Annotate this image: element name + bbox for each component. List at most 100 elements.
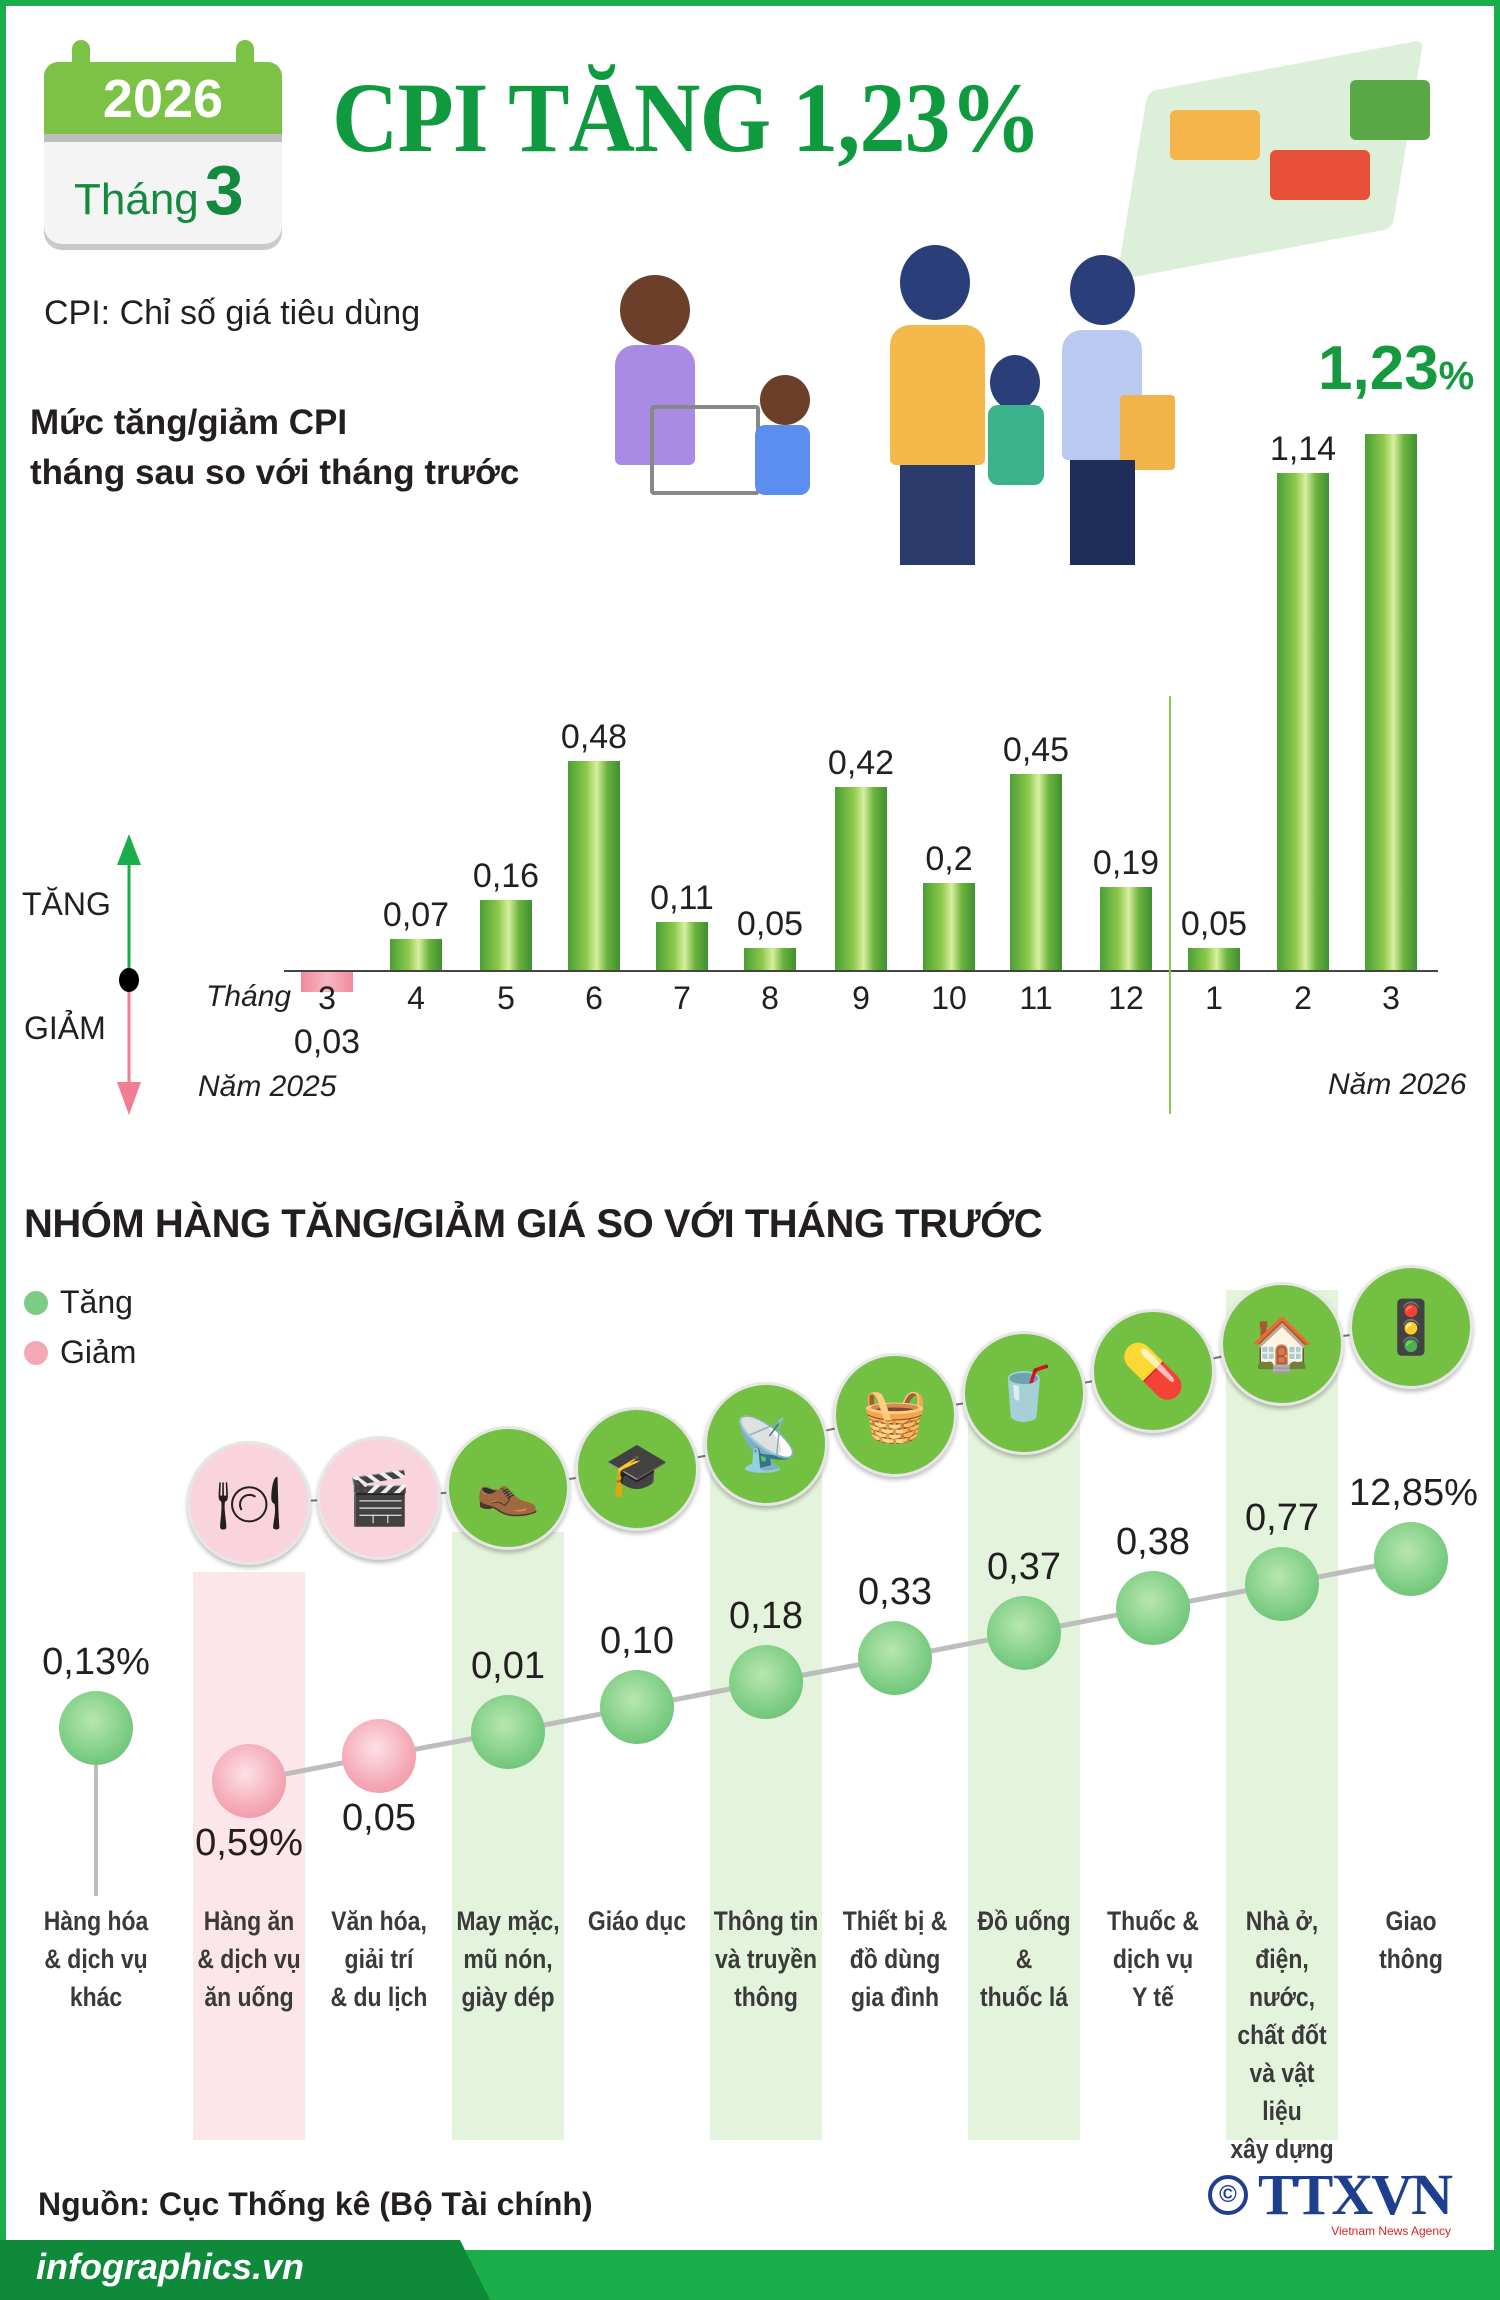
calendar-ring-icon — [236, 40, 254, 84]
footer-band-dark — [0, 2240, 490, 2300]
bar — [1277, 472, 1329, 970]
clothes-shoes-icon: 👞 — [446, 1426, 570, 1550]
data-point-label: 0,10 — [600, 1620, 674, 1662]
category-label: Hàng ăn & dịch vụ ăn uống — [197, 1906, 301, 2012]
data-point — [1116, 1571, 1190, 1645]
shoppers-illustration — [600, 245, 1200, 575]
up-arrowhead-icon — [117, 834, 141, 865]
copyright-icon: © — [1208, 2175, 1248, 2215]
icon-line — [248, 1326, 1412, 1504]
bar — [1010, 773, 1062, 970]
month-tick-label: 12 — [1108, 980, 1144, 1016]
radio-tower-icon: 📡 — [704, 1382, 828, 1506]
cinema-clapper-icon: 🎬 — [317, 1436, 441, 1560]
calendar-ring-icon — [72, 40, 90, 84]
highlight-unit: % — [1438, 354, 1475, 398]
data-point-label: 0,59% — [195, 1822, 303, 1864]
direction-arrows — [117, 834, 141, 1115]
bar-value-label: 0,16 — [472, 857, 540, 896]
bar-value-label: 0,05 — [1180, 905, 1248, 944]
data-point — [1374, 1522, 1448, 1596]
legend-dot-icon — [24, 1290, 48, 1315]
bar-chart-title-line: Mức tăng/giảm CPI — [30, 403, 348, 442]
site-link[interactable]: infographics.vn — [36, 2246, 305, 2287]
data-point-label: 0,38 — [1116, 1521, 1190, 1563]
month-tick-label: 2 — [1294, 980, 1312, 1016]
data-point-label: 0,77 — [1245, 1497, 1319, 1539]
highlight-column — [710, 1437, 822, 2140]
data-point-label: 0,33 — [858, 1571, 932, 1613]
bar-value-label: 0,19 — [1092, 844, 1160, 883]
data-point — [1245, 1547, 1319, 1621]
supermarket-illustration — [1090, 39, 1460, 281]
category-label: Đồ uống & thuốc lá — [977, 1906, 1071, 2012]
traffic-light-icon: 🚦 — [1349, 1265, 1473, 1389]
data-point — [729, 1645, 803, 1719]
legend-decrease: Giảm — [24, 1334, 136, 1371]
category-label: Văn hóa, giải trí & du lịch — [330, 1906, 428, 2012]
data-point — [471, 1695, 545, 1769]
trend-line — [248, 1556, 1412, 1784]
highlight-number: 1,23 — [1318, 334, 1439, 403]
category-label: May mặc, mũ nón, giày dép — [456, 1906, 560, 2012]
data-point — [987, 1596, 1061, 1670]
month-tick-label: 1 — [1205, 980, 1223, 1016]
year-label-2026: Năm 2026 — [1328, 1068, 1467, 1101]
bar-value-label: 0,45 — [1002, 730, 1070, 769]
data-point-label: 12,85% — [1349, 1472, 1478, 1514]
bar-value-label: 1,14 — [1269, 429, 1337, 468]
house-water-electric-icon: 🏠 — [1220, 1282, 1344, 1406]
down-arrowhead-icon — [117, 1082, 141, 1115]
origin-dot-icon — [119, 968, 139, 992]
calendar-year: 2026 — [102, 69, 224, 129]
month-tick-label: 3 — [318, 980, 336, 1016]
bar-chart-title: Mức tăng/giảm CPI tháng sau so với tháng… — [30, 398, 519, 498]
data-point-label: 0,13% — [42, 1641, 150, 1683]
legend-dot-icon — [24, 1340, 48, 1365]
category-label: Giao thông — [1379, 1906, 1443, 1974]
highlight-column — [1226, 1290, 1338, 2140]
decrease-label: GIẢM — [24, 1010, 106, 1046]
bar-chart-title-line: tháng sau so với tháng trước — [30, 453, 520, 492]
bar — [480, 900, 532, 970]
month-number: 3 — [204, 151, 244, 229]
agency-tagline: Vietnam News Agency — [1331, 2224, 1452, 2238]
bar — [1100, 887, 1152, 970]
page-title: CPI TĂNG 1,23% — [332, 62, 1042, 173]
bar — [568, 760, 620, 970]
bar-value-label: 0,03 — [293, 1023, 361, 1061]
month-tick-label: 11 — [1019, 980, 1053, 1016]
bar-value-label: 0,2 — [925, 839, 973, 878]
graduation-cap-icon: 🎓 — [575, 1407, 699, 1531]
month-tick-label: 10 — [931, 980, 967, 1016]
cpi-definition: CPI: Chỉ số giá tiêu dùng — [44, 294, 421, 332]
bar-value-label: 0,11 — [650, 879, 714, 918]
month-tick-label: 8 — [761, 980, 779, 1016]
bar — [744, 948, 796, 970]
data-point-label: 0,18 — [729, 1595, 803, 1637]
data-point — [342, 1719, 416, 1793]
bar-value-label: 0,48 — [560, 717, 628, 756]
bar — [835, 786, 887, 970]
year-divider — [1169, 696, 1171, 1114]
bar — [1188, 948, 1240, 970]
category-label: Thông tin và truyền thông — [713, 1906, 819, 2012]
agency-logo-text: TTXVN — [1258, 2162, 1453, 2227]
legend-label: Giảm — [60, 1334, 137, 1370]
bar — [301, 972, 353, 992]
bar — [923, 882, 975, 970]
category-label: Giáo dục — [587, 1906, 687, 1936]
pills-icon: 💊 — [1091, 1309, 1215, 1433]
highlight-column — [968, 1370, 1080, 2140]
food-plate-icon: 🍽 — [187, 1441, 311, 1565]
bar-value-label: 0,07 — [382, 896, 450, 935]
bar — [1365, 433, 1417, 970]
data-point-label: 0,01 — [471, 1645, 545, 1687]
washing-machine-icon: 🧺 — [833, 1353, 957, 1477]
data-point — [600, 1670, 674, 1744]
calendar-body — [44, 134, 282, 244]
calendar-badge: 2026 Tháng3 — [44, 40, 282, 244]
data-point — [59, 1691, 133, 1765]
month-tick-label: 4 — [407, 980, 425, 1016]
month-tick-label: 6 — [585, 980, 603, 1016]
